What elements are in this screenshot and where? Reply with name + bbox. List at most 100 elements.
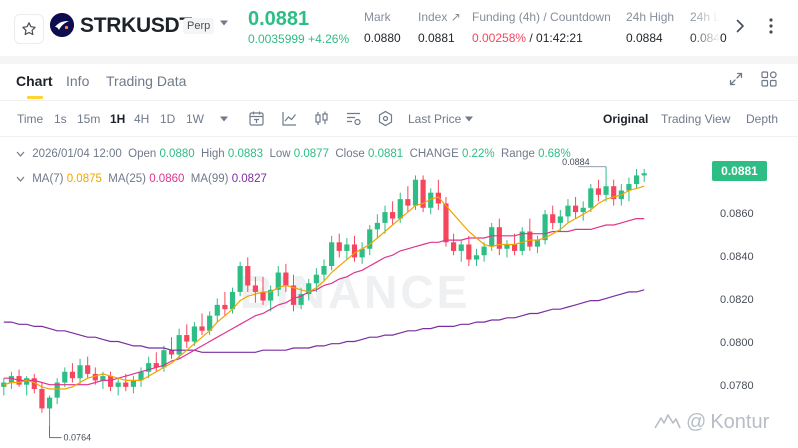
tab-info[interactable]: Info (66, 73, 90, 89)
candlestick-chart[interactable]: BINANCE 0.0884 0.0764 (0, 138, 798, 448)
interval-more-caret-icon[interactable] (219, 115, 229, 123)
candle-body (298, 294, 304, 305)
candle-body (168, 350, 175, 355)
candle-body (367, 229, 373, 249)
candle-body (443, 203, 449, 243)
candle-body (184, 335, 190, 342)
ma99-line (3, 289, 645, 353)
candle-body (489, 227, 495, 247)
tab-trading-data[interactable]: Trading Data (106, 73, 187, 89)
ticker-header: STRKUSDT Perp 0.0881 0.0035999 +4.26% Ma… (0, 0, 798, 56)
candle-body (351, 244, 358, 258)
time-label: Time (17, 112, 44, 126)
candle-body (451, 242, 457, 251)
candle-body (382, 212, 388, 223)
candle-body (176, 335, 182, 355)
candle-body (435, 192, 441, 204)
legend-open: 0.0880 (159, 148, 195, 160)
legend-change-label: CHANGE (409, 148, 459, 160)
ohlc-legend: 2026/01/04 12:00 Open 0.0880 High 0.0883… (16, 148, 571, 160)
candle-body (481, 246, 487, 256)
candle-body (138, 371, 144, 381)
favorite-button[interactable] (14, 14, 44, 44)
symbol-name[interactable]: STRKUSDT (80, 14, 192, 37)
ma25-line (3, 217, 645, 386)
candle-body (107, 376, 114, 387)
candle-body (534, 240, 541, 247)
interval-1s[interactable]: 1s (54, 112, 67, 126)
candle-body (85, 365, 91, 374)
candle-body (62, 371, 68, 383)
tab-chart[interactable]: Chart (16, 73, 53, 89)
indicator-settings-icon[interactable] (345, 110, 362, 127)
candle-body (374, 222, 380, 230)
candle-body (641, 173, 647, 176)
more-dots-icon[interactable] (762, 16, 780, 36)
chevron-right-icon[interactable] (730, 16, 750, 36)
caret-down-icon[interactable] (219, 19, 229, 27)
price-source-caret-icon[interactable] (464, 115, 474, 123)
interval-1w[interactable]: 1W (186, 112, 204, 126)
candle-body (344, 244, 350, 251)
price-change-abs: 0.0035999 (248, 32, 305, 46)
high-annotation: 0.0884 (562, 157, 590, 167)
perp-badge: Perp (183, 18, 215, 34)
legend-ma99: 0.0827 (231, 173, 267, 185)
expand-icon[interactable] (727, 70, 745, 88)
stat-value: 0.0880 (364, 31, 401, 45)
y-axis-tick: 0.0860 (720, 208, 754, 220)
strk-logo-icon (50, 13, 74, 37)
candlestick-icon[interactable] (313, 110, 330, 127)
last-price: 0.0881 (248, 8, 310, 30)
candle-body (290, 285, 297, 305)
chart-area[interactable]: BINANCE 0.0884 0.0764 2026/01/04 12:00 Ope… (0, 138, 798, 448)
candle-body (237, 266, 243, 292)
interval-15m[interactable]: 15m (77, 112, 101, 126)
stat-label: Funding (4h) / Countdown (472, 10, 611, 24)
index-price-stat[interactable]: Index ↗ 0.0881 (418, 10, 461, 45)
candle-body (633, 175, 640, 185)
current-price-tag: 0.0881 (712, 161, 767, 181)
candle-body (100, 376, 106, 381)
price-source-select[interactable]: Last Price (408, 112, 462, 126)
candle-body (46, 397, 53, 409)
candle-body (222, 304, 228, 310)
ma7-line (3, 185, 645, 390)
legend-range: 0.68% (538, 148, 571, 160)
calendar-icon[interactable] (248, 110, 265, 127)
funding-values: 0.00258% / 01:42:21 (472, 31, 611, 45)
collapse-chevron-icon[interactable] (16, 175, 25, 183)
interval-4h[interactable]: 4H (134, 112, 150, 126)
legend-close: 0.0881 (367, 148, 404, 160)
candle-body (191, 326, 197, 342)
stat-label: Mark (364, 10, 391, 24)
candle-body (214, 304, 220, 316)
exchange-watermark: BINANCE (240, 266, 471, 318)
candle-body (336, 242, 342, 251)
layout-grid-icon[interactable] (760, 70, 778, 88)
watermark-text: Kontur (710, 410, 770, 433)
candle-body (245, 266, 251, 286)
candle-body (260, 291, 266, 301)
interval-1h[interactable]: 1H (110, 112, 126, 126)
low-annotation: 0.0764 (64, 433, 92, 443)
view-trading-view[interactable]: Trading View (661, 112, 731, 126)
funding-rate: 0.00258% (472, 31, 527, 45)
candle-body (161, 350, 167, 368)
candle-body (458, 244, 464, 251)
candle-body (268, 289, 274, 301)
candle-body (54, 382, 60, 398)
candle-body (626, 184, 632, 191)
candle-body (207, 315, 213, 331)
view-original[interactable]: Original (603, 112, 649, 126)
interval-1d[interactable]: 1D (160, 112, 176, 126)
candle-body (24, 378, 30, 385)
view-depth[interactable]: Depth (746, 112, 779, 126)
collapse-chevron-icon[interactable] (16, 150, 25, 158)
legend-high: 0.0883 (227, 148, 264, 160)
legend-datetime: 2026/01/04 12:00 (32, 148, 122, 160)
drawing-tools-icon[interactable] (377, 110, 394, 127)
candle-body (557, 216, 563, 223)
candle-body (275, 272, 281, 290)
line-chart-icon[interactable] (281, 110, 298, 127)
